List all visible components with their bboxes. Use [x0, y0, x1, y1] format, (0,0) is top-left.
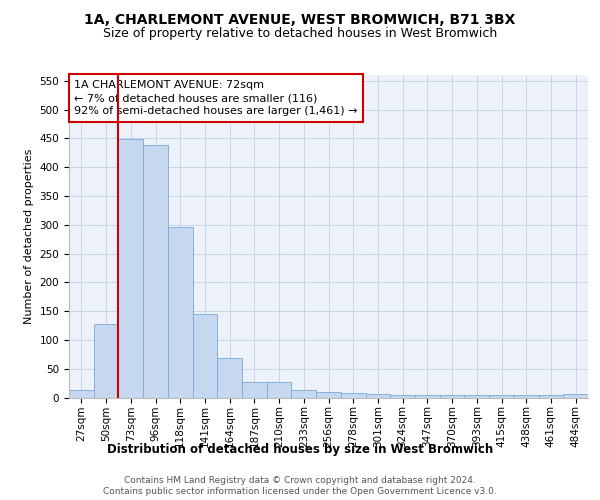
Bar: [464, 394, 489, 398]
Bar: [390, 394, 415, 398]
Bar: [415, 394, 440, 398]
Text: Contains public sector information licensed under the Open Government Licence v3: Contains public sector information licen…: [103, 488, 497, 496]
Text: 1A CHARLEMONT AVENUE: 72sqm
← 7% of detached houses are smaller (116)
92% of sem: 1A CHARLEMONT AVENUE: 72sqm ← 7% of deta…: [74, 80, 358, 116]
Text: 1A, CHARLEMONT AVENUE, WEST BROMWICH, B71 3BX: 1A, CHARLEMONT AVENUE, WEST BROMWICH, B7…: [85, 12, 515, 26]
Text: Size of property relative to detached houses in West Bromwich: Size of property relative to detached ho…: [103, 28, 497, 40]
Bar: [292, 390, 316, 398]
Bar: [316, 392, 341, 398]
Bar: [267, 382, 292, 398]
Bar: [193, 314, 217, 398]
Bar: [242, 382, 267, 398]
Text: Contains HM Land Registry data © Crown copyright and database right 2024.: Contains HM Land Registry data © Crown c…: [124, 476, 476, 485]
Y-axis label: Number of detached properties: Number of detached properties: [24, 148, 34, 324]
Text: Distribution of detached houses by size in West Bromwich: Distribution of detached houses by size …: [107, 442, 493, 456]
Bar: [217, 358, 242, 398]
Bar: [514, 394, 539, 398]
Bar: [94, 324, 118, 398]
Bar: [440, 394, 464, 398]
Bar: [539, 394, 563, 398]
Bar: [168, 227, 193, 398]
Bar: [341, 394, 365, 398]
Bar: [489, 394, 514, 398]
Bar: [69, 390, 94, 398]
Bar: [563, 394, 588, 398]
Bar: [143, 144, 168, 398]
Bar: [365, 394, 390, 398]
Bar: [118, 139, 143, 398]
